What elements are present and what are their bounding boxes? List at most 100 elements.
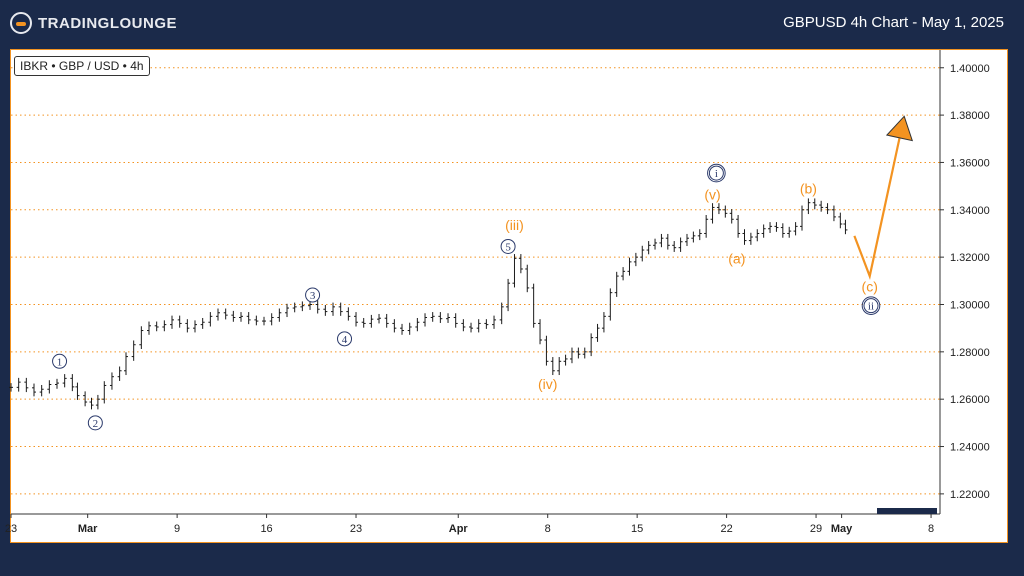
price-bar [469, 322, 474, 333]
price-bar [531, 283, 536, 328]
price-bar [576, 347, 581, 359]
price-bar [627, 257, 632, 276]
y-tick-label: 1.28000 [950, 347, 990, 359]
price-bar [162, 320, 167, 332]
price-bar [154, 321, 159, 332]
price-bar [55, 378, 60, 389]
price-bar [392, 319, 397, 333]
wave-label-iii: (iii) [505, 217, 524, 233]
price-bar [323, 304, 328, 316]
wave-label-1: 1 [52, 353, 68, 369]
current-price-marker [877, 508, 937, 514]
price-bar [704, 215, 709, 238]
price-bar [170, 315, 175, 329]
price-bar [47, 380, 52, 394]
price-bar [16, 377, 21, 392]
price-bar [838, 212, 843, 229]
price-bar [208, 312, 213, 327]
y-tick-label: 1.24000 [950, 442, 990, 454]
price-bar [476, 319, 481, 333]
price-bar [799, 205, 804, 231]
y-tick-label: 1.26000 [950, 394, 990, 406]
price-bar [415, 317, 420, 332]
price-bar [62, 374, 67, 388]
price-bar [569, 347, 574, 364]
price-bar [39, 384, 44, 397]
projection-path [853, 121, 905, 280]
price-bar [407, 322, 412, 335]
y-tick-label: 1.30000 [950, 299, 990, 311]
header-bar: TRADINGLOUNGE GBPUSD 4h Chart - May 1, 2… [0, 0, 1024, 48]
price-bar [506, 278, 511, 312]
logo-text: TRADINGLOUNGE [38, 14, 177, 32]
price-bar [563, 354, 568, 366]
price-bar [102, 381, 107, 404]
price-bar [461, 319, 466, 332]
price-bar [109, 372, 114, 390]
wave-label-circle [500, 238, 516, 254]
price-bar [716, 203, 721, 215]
price-bar [193, 320, 198, 333]
price-bar [672, 241, 677, 252]
wave-label-outer-circle [707, 163, 726, 183]
wave-label-text: 5 [505, 241, 511, 253]
x-tick-label: 22 [720, 523, 732, 535]
price-bar [742, 229, 747, 245]
price-bar [614, 271, 619, 297]
price-bar [538, 319, 543, 345]
x-tick-label: 16 [260, 523, 272, 535]
x-tick-label: May [831, 523, 853, 535]
price-bar [446, 313, 451, 323]
wave-label-text: i [715, 168, 718, 180]
ticker-label: IBKR • GBP / USD • 4h [14, 56, 150, 76]
price-bar [292, 302, 297, 313]
price-bar [653, 238, 658, 250]
price-bar [646, 241, 651, 255]
price-bar [338, 302, 343, 316]
wave-label-circle [52, 353, 68, 369]
price-bar [774, 222, 779, 232]
y-tick-label: 1.32000 [950, 252, 990, 264]
price-bar [550, 357, 555, 376]
price-bar [697, 229, 702, 241]
wave-label-outer-circle [861, 296, 881, 315]
wave-label-4: 4 [337, 331, 353, 347]
wave-label-2: 2 [87, 415, 103, 431]
tradinglounge-logo: TRADINGLOUNGE [10, 12, 177, 34]
price-bar [400, 323, 405, 335]
price-bar [492, 315, 497, 329]
price-bar [177, 315, 182, 328]
wave-label-v: (v) [704, 186, 720, 202]
price-bar [117, 366, 122, 381]
wave-label-text: ii [868, 301, 874, 313]
price-bar [124, 352, 129, 376]
x-tick-label: 8 [928, 523, 934, 535]
price-bar [640, 245, 645, 262]
price-bar [223, 308, 228, 320]
price-bar [269, 313, 274, 326]
price-bar [736, 215, 741, 238]
price-bar [246, 312, 251, 325]
price-bar [377, 313, 382, 324]
wave-label-circle [87, 415, 103, 431]
price-bar [300, 301, 305, 312]
price-bar [633, 252, 638, 267]
price-bar [354, 312, 359, 327]
price-bar [512, 254, 517, 288]
price-bar [484, 319, 489, 329]
price-bar [361, 317, 366, 328]
price-bar [430, 312, 435, 322]
price-bar [95, 394, 100, 410]
y-tick-label: 1.34000 [950, 205, 990, 217]
price-bar [710, 203, 715, 224]
price-bar [239, 312, 244, 322]
y-tick-label: 1.40000 [950, 63, 990, 75]
chart-frame [10, 49, 1008, 543]
price-bar [761, 224, 766, 238]
price-bar [277, 308, 282, 322]
y-tick-label: 1.38000 [950, 110, 990, 122]
price-bar [659, 233, 664, 248]
wave-label-iv: (iv) [538, 376, 557, 392]
price-bar [787, 226, 792, 238]
